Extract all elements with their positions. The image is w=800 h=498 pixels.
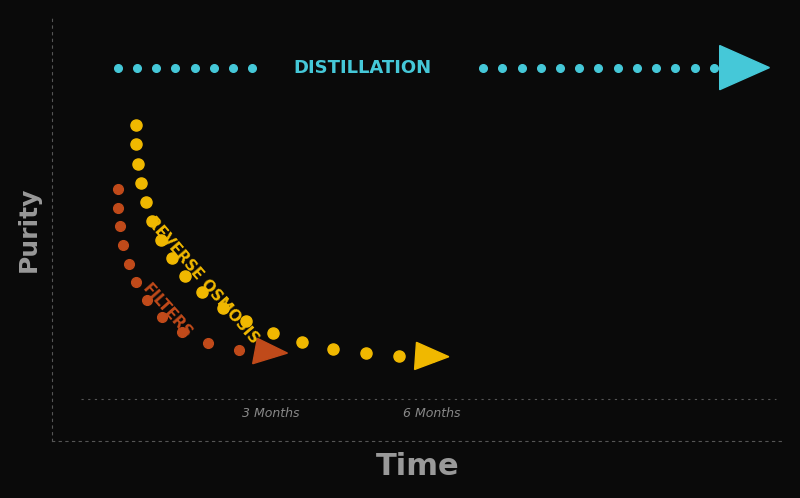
Polygon shape <box>253 338 287 364</box>
X-axis label: Time: Time <box>376 452 459 482</box>
Polygon shape <box>414 342 449 370</box>
Text: 3 Months: 3 Months <box>242 407 300 420</box>
Text: FILTERS: FILTERS <box>139 281 194 341</box>
Y-axis label: Purity: Purity <box>17 186 41 271</box>
Polygon shape <box>720 45 770 90</box>
Text: DISTILLATION: DISTILLATION <box>294 59 432 77</box>
Text: 6 Months: 6 Months <box>403 407 461 420</box>
Text: REVERSE OSMOSIS: REVERSE OSMOSIS <box>144 215 262 347</box>
